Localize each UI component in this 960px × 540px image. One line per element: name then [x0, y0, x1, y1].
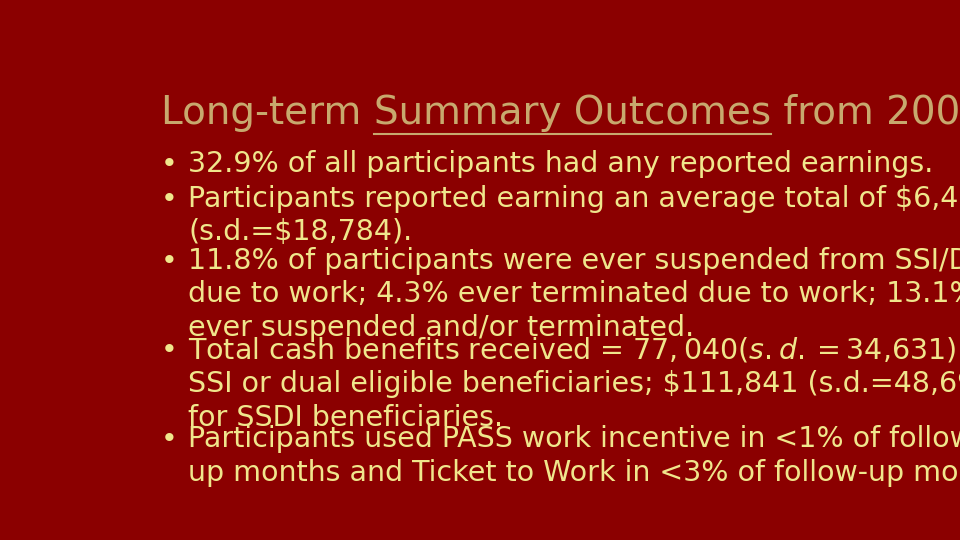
Text: Long-term: Long-term [161, 94, 373, 132]
Text: Participants reported earning an average total of $6,453
(s.d.=$18,784).: Participants reported earning an average… [188, 185, 960, 246]
Text: •: • [161, 185, 178, 213]
Text: •: • [161, 246, 178, 274]
Text: 32.9% of all participants had any reported earnings.: 32.9% of all participants had any report… [188, 150, 934, 178]
Text: •: • [161, 426, 178, 453]
Text: •: • [161, 336, 178, 364]
Text: 11.8% of participants were ever suspended from SSI/DI
due to work; 4.3% ever ter: 11.8% of participants were ever suspende… [188, 246, 960, 341]
Text: Summary Outcomes: Summary Outcomes [373, 94, 771, 132]
Text: Participants used PASS work incentive in <1% of follow-
up months and Ticket to : Participants used PASS work incentive in… [188, 426, 960, 487]
Text: •: • [161, 150, 178, 178]
Text: from 2000-2012: from 2000-2012 [771, 94, 960, 132]
Text: Total cash benefits received = $77,040 (s.d.=$34,631) for
SSI or dual eligible b: Total cash benefits received = $77,040 (… [188, 336, 960, 432]
